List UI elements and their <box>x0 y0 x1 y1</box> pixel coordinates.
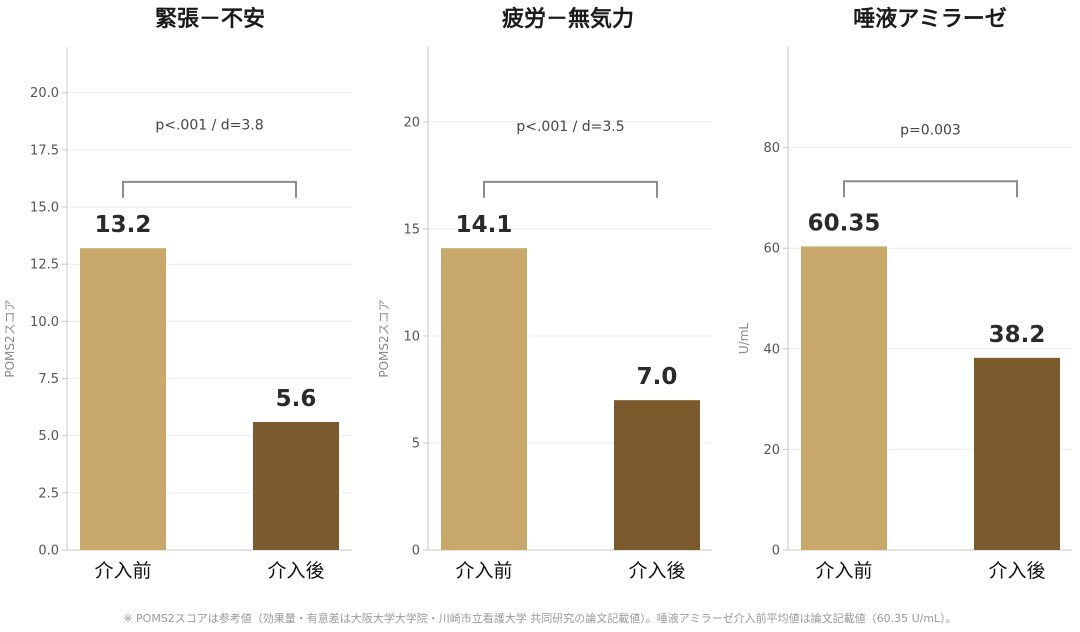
y-axis-label: POMS2スコア <box>3 299 17 377</box>
bar-value-label: 7.0 <box>637 364 678 390</box>
y-tick-label: 0 <box>772 544 780 559</box>
chart-title: 唾液アミラーゼ <box>853 6 1007 32</box>
y-tick-label: 80 <box>763 141 780 156</box>
y-axis-label: U/mL <box>737 323 751 355</box>
chart-title: 疲労－無気力 <box>502 6 634 32</box>
x-category-label: 介入前 <box>455 560 512 582</box>
bar-after <box>253 421 339 550</box>
chart-title: 緊張－不安 <box>155 6 265 32</box>
x-category-label: 介入前 <box>94 560 151 582</box>
y-tick-label: 40 <box>763 342 780 357</box>
y-tick-label: 0.0 <box>38 544 59 559</box>
x-category-label: 介入後 <box>628 560 685 582</box>
footnote: ※ POMS2スコアは参考値（効果量・有意差は大阪大学大学院・川崎市立看護大学 … <box>123 612 957 625</box>
y-tick-label: 20.0 <box>30 86 59 101</box>
y-tick-label: 10 <box>403 329 420 344</box>
y-tick-label: 20 <box>763 443 780 458</box>
bar-value-label: 14.1 <box>456 212 513 238</box>
charts-figure: 緊張－不安 0.0 2.5 5.0 7.5 10.0 12.5 15.0 17.5 20.0 POM… <box>3 6 1072 582</box>
y-tick-label: 20 <box>403 115 420 130</box>
y-tick-label: 12.5 <box>30 258 59 273</box>
bar-value-label: 5.6 <box>276 386 317 412</box>
stat-annotation: p<.001 / d=3.5 <box>516 119 624 135</box>
significance-bracket <box>843 180 1018 198</box>
bar-before <box>441 248 527 550</box>
y-tick-label: 5 <box>412 436 420 451</box>
stat-annotation: p<.001 / d=3.8 <box>155 118 263 134</box>
bar-before <box>80 248 166 550</box>
stat-annotation: p=0.003 <box>900 122 961 138</box>
y-axis-label: POMS2スコア <box>377 299 391 377</box>
y-tick-label: 17.5 <box>30 143 59 158</box>
bar-after <box>614 400 700 550</box>
significance-bracket <box>122 180 297 198</box>
y-tick-label: 5.0 <box>38 429 59 444</box>
x-category-label: 介入後 <box>267 560 324 582</box>
y-tick-label: 0 <box>412 544 420 559</box>
significance-bracket <box>483 180 658 198</box>
x-category-label: 介入後 <box>988 560 1045 582</box>
bar-after <box>974 357 1060 550</box>
y-tick-label: 2.5 <box>38 486 59 501</box>
bar-before <box>801 246 887 550</box>
y-tick-label: 7.5 <box>38 372 59 387</box>
bar-value-label: 13.2 <box>95 212 152 238</box>
bar-value-label: 60.35 <box>808 210 881 236</box>
y-tick-label: 15 <box>403 222 420 237</box>
y-tick-label: 10.0 <box>30 315 59 330</box>
bar-value-label: 38.2 <box>989 322 1046 348</box>
y-tick-label: 15.0 <box>30 201 59 216</box>
x-category-label: 介入前 <box>815 560 872 582</box>
y-tick-label: 60 <box>763 242 780 257</box>
